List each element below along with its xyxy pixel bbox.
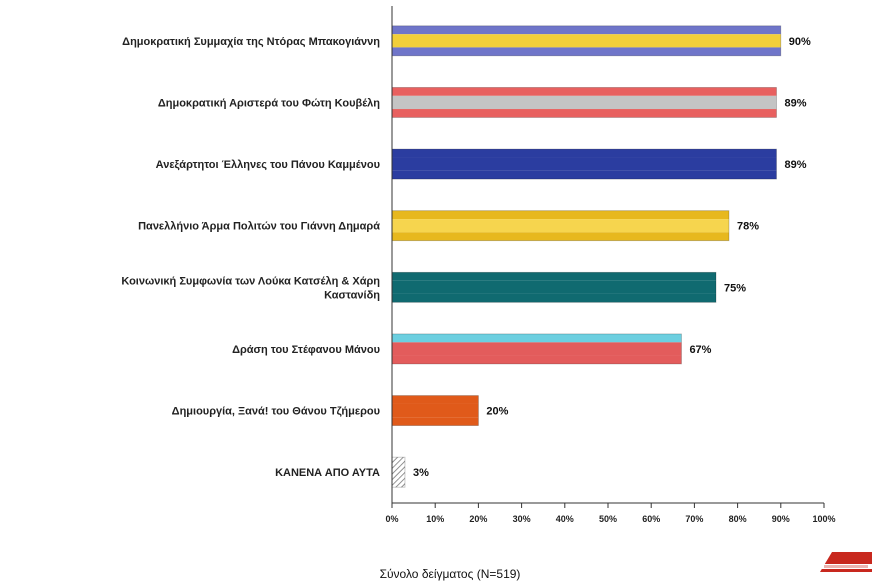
value-label: 89% [784, 97, 806, 109]
bar-5 [391, 271, 717, 303]
bar-8-segment-3 [392, 478, 405, 488]
bar-3 [391, 148, 777, 180]
bar-8 [391, 456, 406, 488]
value-labels: 90% 89% 89% 78% 75% 67% 20% 3% [413, 36, 811, 479]
bar-4-segment-2 [392, 219, 729, 233]
x-tick-label: 70% [685, 514, 703, 524]
bar-4-segment-1 [392, 210, 729, 220]
bar-4-segment-3 [392, 232, 729, 241]
category-label: Πανελλήνιο Άρμα Πολιτών του Γιάννη Δημαρ… [138, 221, 380, 233]
x-tick-label: 50% [599, 514, 617, 524]
x-tick-label: 100% [812, 514, 835, 524]
bars-group [391, 25, 782, 488]
bar-3-segment-2 [392, 157, 777, 171]
x-axis-ticks: 0% 10% 20% 30% 40% 50% 60% 70% 80% 90% 100% [385, 503, 836, 524]
bar-3-segment-3 [392, 170, 777, 180]
category-label: Δημιουργία, Ξανά! του Θάνου Τζήμερου [172, 406, 380, 418]
value-label: 89% [784, 159, 806, 171]
x-tick-label: 30% [513, 514, 531, 524]
x-tick-label: 40% [556, 514, 574, 524]
bar-8-segment-1 [392, 457, 405, 466]
bar-2-segment-2 [392, 95, 777, 110]
bar-8-segment-2 [392, 465, 405, 479]
bar-1-segment-3 [392, 47, 781, 56]
category-label: Δημοκρατική Αριστερά του Φώτη Κουβέλη [158, 97, 380, 109]
value-label: 67% [689, 344, 711, 356]
bar-5-segment-1 [392, 272, 716, 281]
publisher-logo [820, 552, 872, 572]
x-tick-label: 20% [469, 514, 487, 524]
value-label: 90% [789, 36, 811, 48]
bar-6-segment-2 [392, 342, 682, 356]
bar-4 [391, 210, 730, 242]
x-tick-label: 10% [426, 514, 444, 524]
bar-7-segment-2 [392, 403, 479, 418]
bar-6-segment-3 [392, 355, 682, 364]
bar-5-segment-3 [392, 293, 716, 303]
x-axis-label: Σύνολο δείγματος (N=519) [380, 567, 521, 581]
bar-7 [391, 395, 479, 426]
bar-7-segment-3 [392, 417, 479, 426]
bar-7-segment-1 [392, 395, 479, 404]
category-label: ΚΑΝΕΝΑ ΑΠΟ ΑΥΤΑ [275, 467, 380, 479]
bar-1 [391, 25, 782, 57]
value-label: 75% [724, 282, 746, 294]
bar-3-segment-1 [392, 149, 777, 158]
value-label: 20% [486, 406, 508, 418]
x-tick-label: 0% [385, 514, 398, 524]
category-label: Δράση του Στέφανου Μάνου [232, 344, 380, 356]
category-label: Κοινωνική Συμφωνία των Λούκα Κατσέλη & Χ… [121, 275, 380, 301]
x-tick-label: 80% [729, 514, 747, 524]
bar-2-segment-3 [392, 109, 777, 118]
bar-1-segment-2 [392, 34, 781, 48]
bar-1-segment-1 [392, 25, 781, 35]
x-tick-label: 60% [642, 514, 660, 524]
value-label: 3% [413, 467, 429, 479]
category-label: Ανεξάρτητοι Έλληνες του Πάνου Καμμένου [156, 159, 380, 171]
bar-2 [391, 87, 777, 118]
category-label: Δημοκρατική Συμμαχία της Ντόρας Μπακογιά… [122, 36, 380, 48]
bar-6-segment-1 [392, 333, 682, 343]
bar-6 [391, 333, 682, 365]
bar-2-segment-1 [392, 87, 777, 96]
value-label: 78% [737, 221, 759, 233]
x-tick-label: 90% [772, 514, 790, 524]
category-labels: Δημοκρατική Συμμαχία της Ντόρας Μπακογιά… [121, 36, 380, 479]
bar-5-segment-2 [392, 280, 716, 294]
